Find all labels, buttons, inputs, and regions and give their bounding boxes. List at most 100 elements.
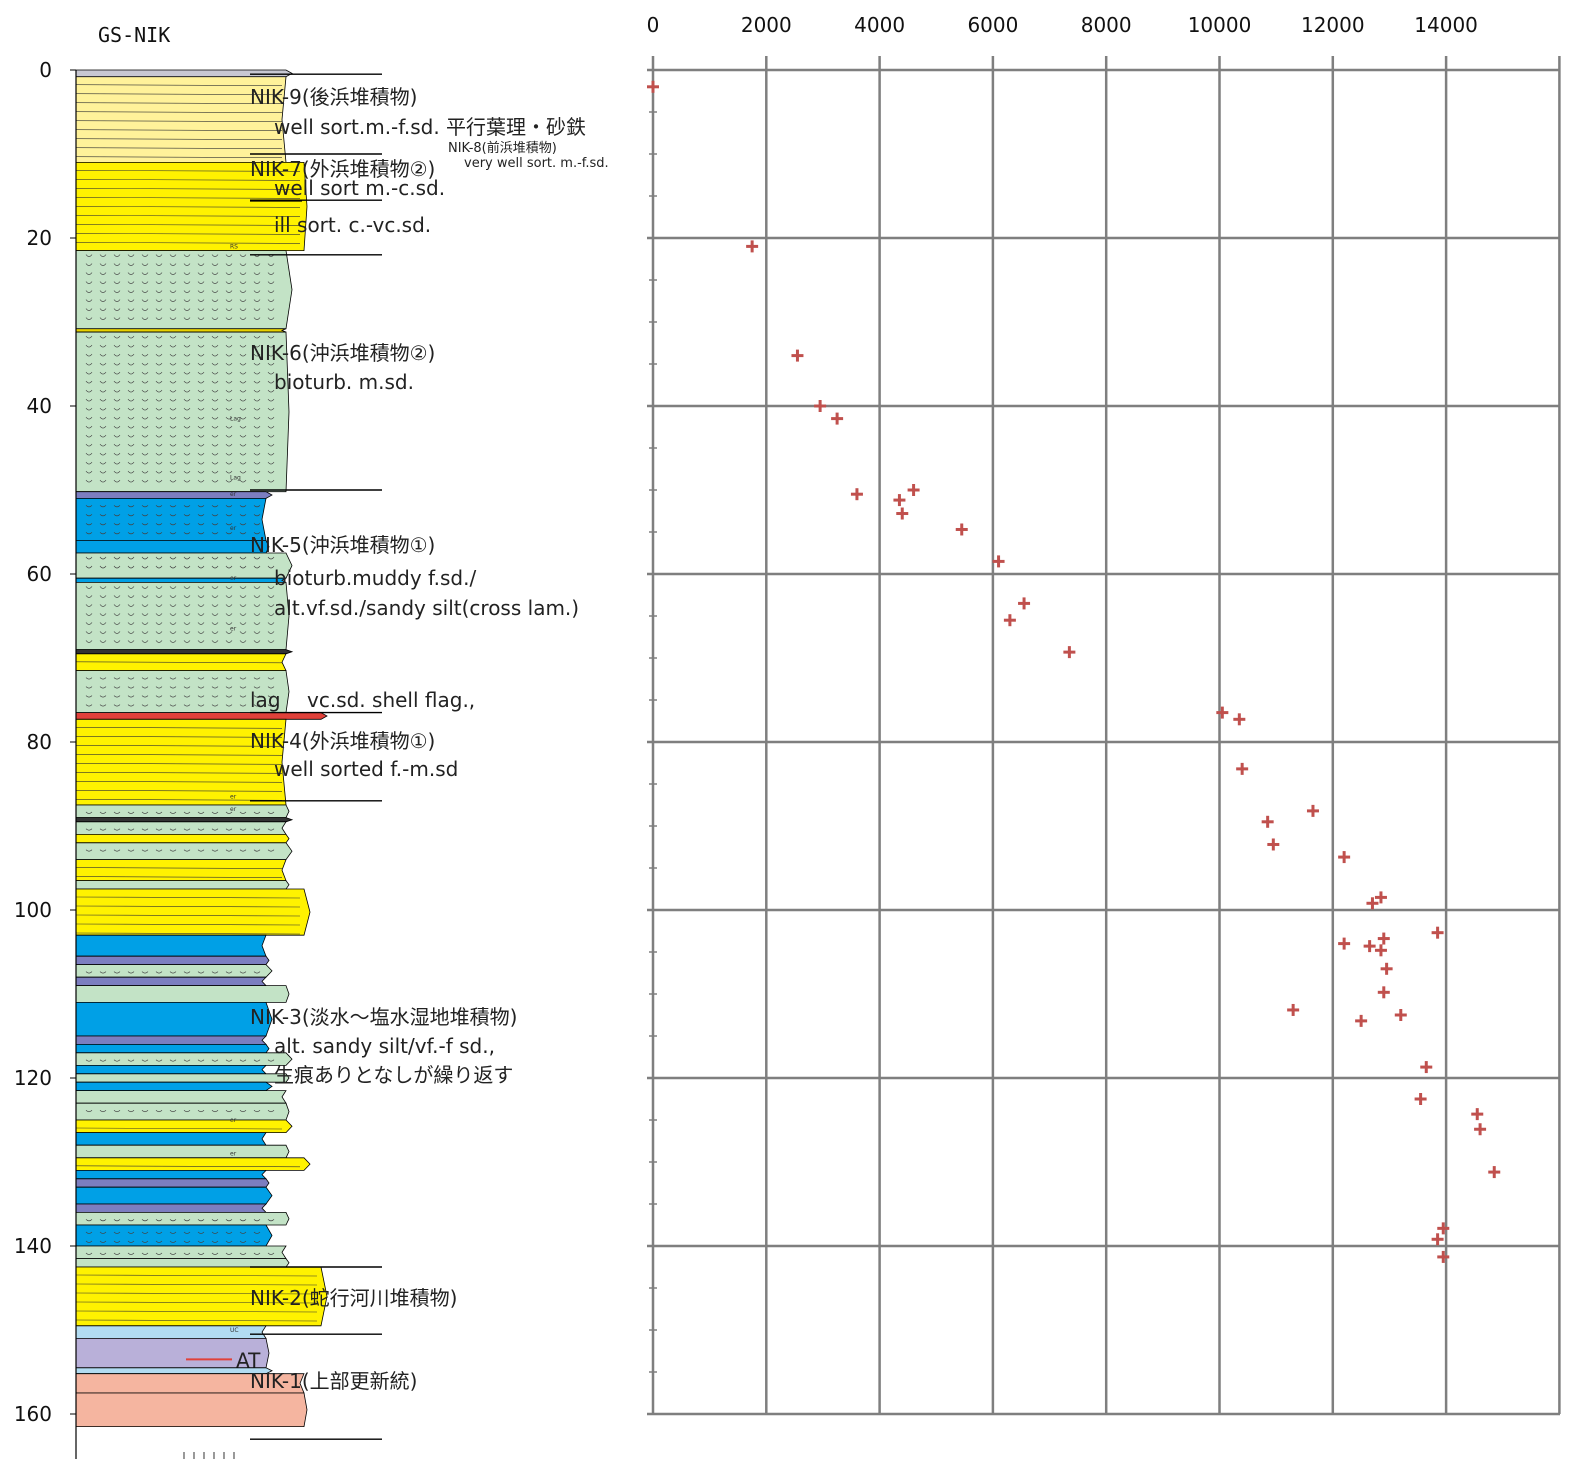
data-point [1287, 1003, 1300, 1016]
column-layer [75, 540, 270, 554]
column-layer [75, 497, 267, 541]
unit-description-line: vc.sd. shell flag., [307, 688, 475, 712]
unit-description-line: alt.vf.sd./sandy silt(cross lam.) [274, 596, 579, 620]
lamination-line [75, 1165, 301, 1168]
unit-heading: NIK-8(前浜堆積物) [448, 140, 557, 156]
x-tick-label: 2000 [741, 13, 792, 37]
unit-heading: NIK-7(外浜堆積物②) [250, 157, 435, 181]
column-layer [75, 964, 273, 978]
lamination-line [75, 896, 301, 899]
lamination-line [75, 138, 283, 141]
layer-pattern [85, 1252, 275, 1255]
column-layer [75, 821, 287, 835]
layer-pattern [85, 1059, 275, 1062]
data-point [1363, 940, 1376, 953]
column-layer [75, 1073, 290, 1083]
unit-description-line: alt. sandy silt/vf.-f sd., [274, 1034, 495, 1058]
data-point [1374, 891, 1387, 904]
layer-pattern [85, 971, 261, 974]
column-layer [75, 1044, 270, 1054]
data-point [955, 523, 968, 536]
layer-pattern [85, 335, 275, 483]
lamination-line [75, 84, 283, 87]
depth-tick-label: 60 [27, 562, 52, 586]
lamination-line [75, 781, 283, 783]
data-point [1306, 804, 1319, 817]
column-layer [75, 934, 267, 957]
column-mark-label: er [230, 525, 237, 532]
column-mark-label: er [230, 626, 237, 633]
data-point [791, 349, 804, 362]
column-layer [75, 1170, 267, 1180]
data-point [1488, 1166, 1501, 1179]
column-mark-label: er [230, 794, 237, 801]
lamination-line [75, 188, 301, 190]
x-tick-label: 6000 [967, 13, 1018, 37]
column-mark-label: RS [230, 243, 238, 250]
lamination-line [75, 745, 283, 747]
lamination-line [75, 1310, 318, 1313]
lamination-line [75, 905, 301, 908]
column-layer [75, 834, 290, 844]
lamination-line [75, 129, 283, 132]
depth-tick-label: 40 [27, 394, 52, 418]
lamination-line [75, 923, 301, 926]
lamination-line [75, 736, 283, 738]
column-layer [75, 577, 287, 583]
lamination-line [75, 1283, 318, 1286]
column-layer [75, 804, 290, 818]
depth-tick-label: 20 [27, 226, 52, 250]
data-point [814, 400, 827, 412]
lamination-line [75, 197, 301, 199]
data-point [1366, 897, 1379, 910]
lamination-line [75, 932, 301, 935]
data-point [1063, 646, 1076, 659]
data-point [1003, 614, 1016, 627]
lamination-line [75, 233, 301, 235]
data-point [1236, 762, 1249, 775]
lamination-line [75, 224, 301, 226]
column-small-marks: RS Lag Lag er er er er er er er er UC [230, 243, 241, 1334]
column-mark-label: er [230, 1117, 237, 1124]
data-point [1261, 815, 1274, 828]
column-layer [75, 1186, 273, 1205]
data-point [850, 488, 863, 501]
data-point [1216, 706, 1229, 719]
lamination-line [75, 147, 283, 150]
unit-description-line: ill sort. c.-vc.sd. [274, 213, 431, 237]
layer-pattern [85, 811, 275, 814]
lamination-line [75, 179, 301, 181]
data-point [893, 494, 906, 507]
column-layer [75, 1203, 267, 1213]
layer-pattern [85, 505, 261, 535]
column-layer [75, 880, 290, 890]
column-layer [75, 1144, 290, 1159]
data-point [1355, 1014, 1368, 1027]
unit-heading: NIK-3(淡水～塩水湿地堆積物) [250, 1005, 517, 1029]
column-layer [75, 1035, 267, 1045]
depth-tick-label: 140 [14, 1234, 52, 1258]
depth-tick-label: 100 [14, 898, 52, 922]
column-layer [75, 250, 293, 330]
data-point [1377, 986, 1390, 999]
layer-pattern [85, 1219, 275, 1222]
column-mark-label: er [230, 806, 237, 813]
x-tick-label: 14000 [1414, 13, 1478, 37]
data-point [1233, 713, 1246, 726]
unit-heading: NIK-6(沖浜堆積物②) [250, 341, 435, 365]
layer-pattern [85, 586, 275, 643]
column-layer [75, 1132, 267, 1146]
x-tick-label: 12000 [1301, 13, 1365, 37]
data-point [831, 412, 844, 425]
column-mark-label: er [230, 575, 237, 582]
lamination-line [75, 1127, 283, 1130]
unit-heading: NIK-9(後浜堆積物) [250, 85, 417, 109]
column-layer [75, 888, 311, 936]
x-tick-label: 0 [647, 13, 660, 37]
data-point [1374, 944, 1387, 957]
lamination-line [75, 772, 283, 774]
column-layer [75, 649, 294, 655]
depth-tick-label: 160 [14, 1402, 52, 1426]
x-tick-label: 4000 [854, 13, 905, 37]
column-mark-label: er [230, 1151, 237, 1158]
